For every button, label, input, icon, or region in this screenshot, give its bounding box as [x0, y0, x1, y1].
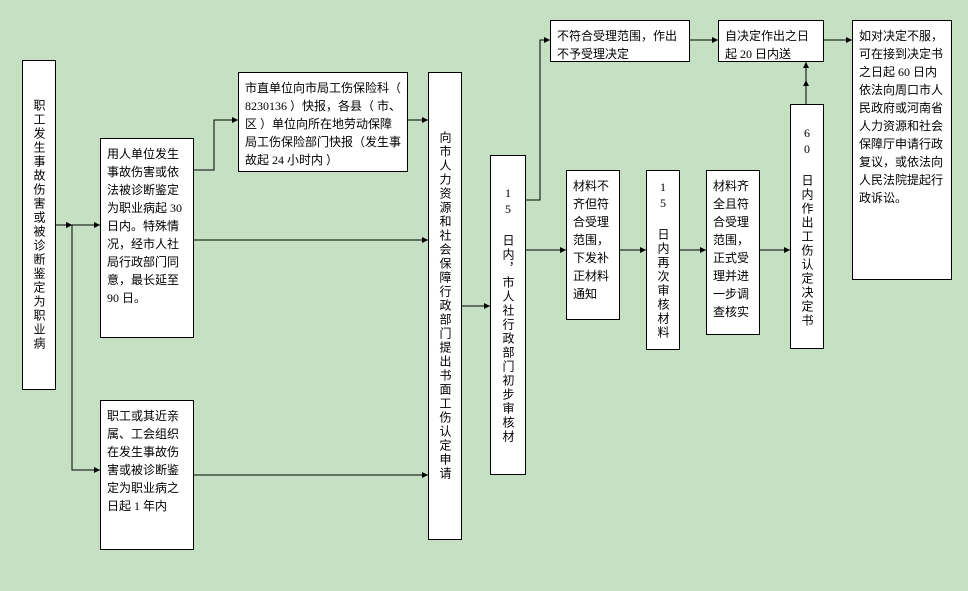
node-re-review: 15 日内再次审核材料: [646, 170, 680, 350]
node-supplement-notice: 材料不齐但符合受理范围，下发补正材料通知: [566, 170, 620, 320]
node-decision-60-days: 60 日内作出工伤认定决定书: [790, 104, 824, 349]
node-apply: 向市人力资源和社会保障行政部门提出书面工伤认定申请: [428, 72, 462, 540]
node-quick-report: 市直单位向市局工伤保险科（ 8230136 ）快报，各县（ 市、区 ）单位向所在…: [238, 72, 408, 172]
node-employer-30-days: 用人单位发生事故伤害或依法被诊断鉴定为职业病起 30 日内。特殊情况，经市人社局…: [100, 138, 194, 338]
node-appeal: 如对决定不服，可在接到决定书之日起 60 日内依法向周口市人民政府或河南省人力资…: [852, 20, 952, 280]
node-reject: 不符合受理范围，作出不予受理决定: [550, 20, 690, 62]
node-accept: 材料齐全且符合受理范围，正式受理并进一步调查核实: [706, 170, 760, 335]
node-worker-1-year: 职工或其近亲属、工会组织在发生事故伤害或被诊断鉴定为职业病之日起 1 年内: [100, 400, 194, 550]
node-occurrence: 职工发生事故伤害或被诊断鉴定为职业病: [22, 60, 56, 390]
node-delivery-20-days: 自决定作出之日起 20 日内送: [718, 20, 824, 62]
node-initial-review: 15 日内，市人社行政部门初步审核材: [490, 155, 526, 475]
